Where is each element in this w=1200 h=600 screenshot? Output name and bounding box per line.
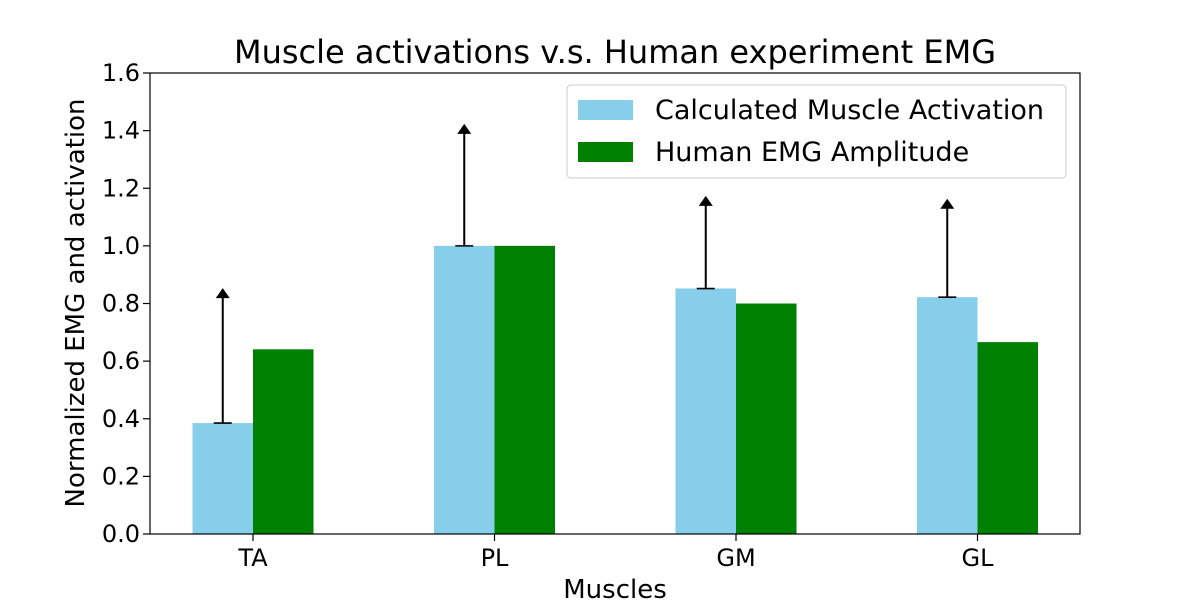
y-axis-ticks: 0.0 0.2 0.4 0.6 0.8 1.0 1.2 1.4 1.6 [102,59,150,548]
legend-label-calculated-activation: Calculated Muscle Activation [655,95,1044,126]
bar-pl-calculated-muscle-activation [434,245,495,534]
x-tick-label-pl: PL [481,544,509,572]
x-tick-label-ta: TA [237,544,268,572]
legend-frame [566,84,1067,179]
bar-gm-human-emg-amplitude [736,303,797,534]
error-arrowhead-ta [215,288,230,299]
x-tick-label-gl: GL [962,544,995,572]
y-tick-label: 0.8 [102,290,140,318]
y-axis-title: Normalized EMG and activation [61,99,91,508]
x-tick-label-gm: GM [716,544,755,572]
bar-gm-calculated-muscle-activation [675,288,736,534]
plot-area-frame [149,72,1081,535]
error-arrowhead-pl [457,123,472,134]
y-tick-label: 1.4 [102,117,140,145]
bar-gl-human-emg-amplitude [977,342,1038,534]
bar-ta-calculated-muscle-activation [192,423,253,534]
legend: Calculated Muscle Activation Human EMG A… [566,84,1067,179]
bar-pl-human-emg-amplitude [494,245,555,534]
x-axis-ticks: TA PL GM GL [237,534,994,572]
error-arrowhead-gl [940,198,955,209]
y-tick-label: 0.4 [102,405,140,433]
legend-label-human-emg: Human EMG Amplitude [655,137,969,168]
legend-swatch-calculated-activation [578,100,633,120]
y-tick-label: 0.0 [102,520,140,548]
y-tick-label: 1.2 [102,174,140,202]
error-bars-layer [213,123,957,424]
y-tick-label: 1.0 [102,232,140,260]
bar-gl-calculated-muscle-activation [917,297,978,534]
error-arrowhead-gm [698,195,713,206]
y-tick-label: 0.6 [102,347,140,375]
y-tick-label: 1.6 [102,59,140,87]
y-tick-label: 0.2 [102,462,140,490]
bar-ta-human-emg-amplitude [253,349,314,534]
bars-layer [192,245,1038,534]
legend-swatch-human-emg [578,142,633,162]
x-axis-title: Muscles [563,575,667,600]
chart-title: Muscle activations v.s. Human experiment… [234,33,996,71]
